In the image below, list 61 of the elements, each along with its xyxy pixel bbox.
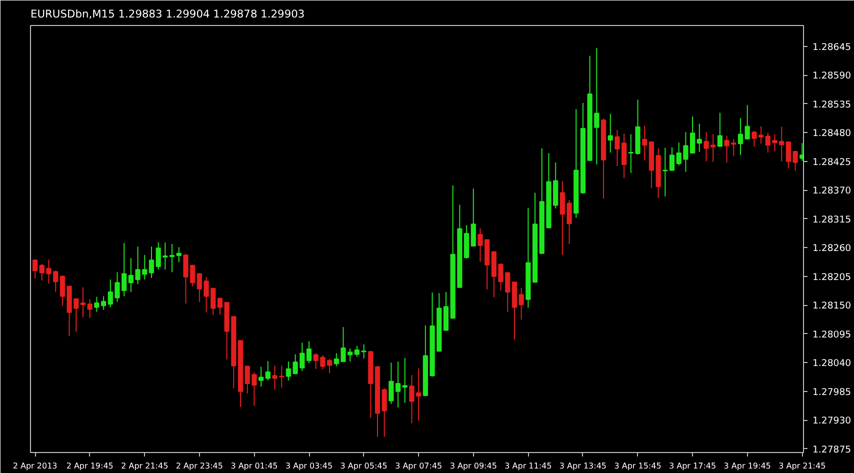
candlestick [87,298,92,319]
y-tick-label: 1.28645 [812,42,852,53]
candlestick [470,188,476,248]
candlestick [696,123,702,152]
candlestick [60,274,66,306]
candlestick [176,246,182,263]
candlestick [662,147,668,197]
x-tick-label: 2 Apr 19:45 [66,462,114,470]
candlestick [32,259,38,279]
chart-title: EURUSDbn,M15 1.29883 1.29904 1.29878 1.29903 [30,8,305,20]
candlestick [80,286,86,318]
x-tick-label: 3 Apr 03:45 [285,462,333,470]
candlestick [382,388,387,438]
y-tick-label: 1.28260 [812,243,852,254]
candlestick [758,126,764,144]
y-tick-label: 1.28590 [812,70,852,82]
y-tick-label: 1.28425 [812,156,852,168]
x-tick-label: 3 Apr 21:45 [778,462,826,470]
x-tick-label: 2 Apr 21:45 [121,462,168,470]
x-tick-label: 3 Apr 09:45 [450,462,497,470]
candlestick [354,345,360,358]
candlestick [443,292,449,332]
x-tick-label: 3 Apr 01:45 [230,462,278,470]
candlestick [265,360,270,381]
x-tick-label: 2 Apr 2013 [12,462,58,470]
y-tick-label: 1.27985 [812,386,852,398]
candlestick [286,361,292,381]
candlestick [518,287,524,320]
x-tick-label: 3 Apr 17:45 [669,462,716,470]
y-tick-label: 1.28370 [812,186,852,197]
x-tick-label: 3 Apr 19:45 [724,462,771,470]
candlestick [361,344,366,359]
candlestick [669,146,675,172]
candlestick [402,357,408,404]
y-tick-label: 1.28315 [812,214,852,226]
candlestick [744,104,750,140]
x-tick-label: 3 Apr 05:45 [340,462,388,470]
candlestick [752,130,757,148]
candlestick [717,112,722,148]
y-tick-label: 1.28150 [812,300,852,312]
candlestick [148,246,154,278]
candlestick [738,118,744,156]
y-tick-label: 1.28535 [812,99,852,110]
y-tick-label: 1.27875 [812,444,852,456]
x-tick-label: 3 Apr 07:45 [395,462,442,470]
x-tick-label: 2 Apr 23:45 [176,462,223,470]
x-tick-label: 3 Apr 13:45 [559,462,607,470]
candlestick [258,366,264,388]
y-tick-label: 1.27930 [812,416,852,427]
candlestick [306,340,312,364]
y-tick-label: 1.28040 [812,358,852,370]
x-tick-label: 3 Apr 15:45 [614,462,662,470]
y-tick-label: 1.28095 [812,329,852,340]
candlestick [800,142,804,162]
candlestick [217,297,223,316]
y-tick-label: 1.28480 [812,128,852,140]
candlestick [169,243,175,273]
x-tick-label: 3 Apr 11:45 [504,462,552,470]
candlestick [608,113,613,153]
y-tick-label: 1.28205 [812,272,852,283]
candlestick [642,125,648,161]
